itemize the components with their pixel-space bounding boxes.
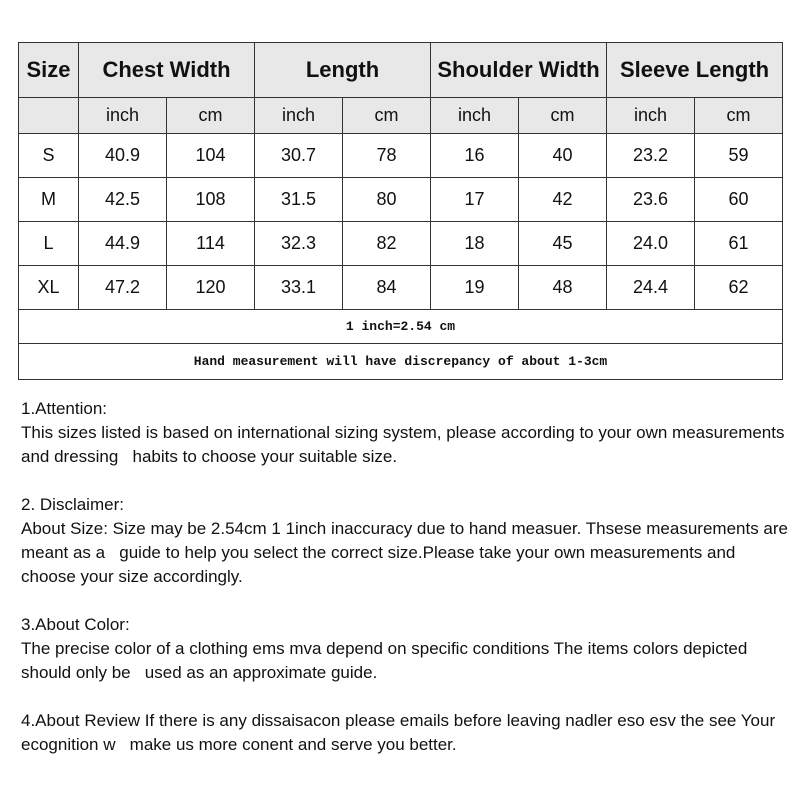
value-cell: 104 <box>166 133 255 178</box>
unit-label: inch <box>254 97 343 134</box>
value-cell: 31.5 <box>254 177 343 222</box>
header-chest-width: Chest Width <box>78 42 255 98</box>
unit-label: cm <box>694 97 784 134</box>
table-row: M 42.5 108 31.5 80 17 42 23.6 60 <box>18 177 784 222</box>
value-cell: 59 <box>694 133 784 178</box>
size-cell: XL <box>18 265 79 310</box>
unit-label: cm <box>518 97 608 134</box>
value-cell: 45 <box>518 221 608 266</box>
value-cell: 108 <box>166 177 255 222</box>
value-cell: 48 <box>518 265 608 310</box>
header-shoulder-width: Shoulder Width <box>430 42 608 98</box>
value-cell: 19 <box>430 265 520 310</box>
unit-label: inch <box>606 97 696 134</box>
value-cell: 42.5 <box>78 177 167 222</box>
value-cell: 47.2 <box>78 265 167 310</box>
note-title: 3.About Color: <box>21 615 130 634</box>
value-cell: 42 <box>518 177 608 222</box>
value-cell: 44.9 <box>78 221 167 266</box>
discrepancy-row: Hand measurement will have discrepancy o… <box>17 343 784 380</box>
value-cell: 61 <box>694 221 784 266</box>
header-row: Size Chest Width Length Shoulder Width S… <box>18 42 784 98</box>
note-paragraph: 3.About Color: The precise color of a clo… <box>21 613 791 685</box>
note-body: This sizes listed is based on internatio… <box>21 423 790 466</box>
value-cell: 40.9 <box>78 133 167 178</box>
table-row: XL 47.2 120 33.1 84 19 48 24.4 62 <box>18 265 784 310</box>
size-cell: M <box>18 177 79 222</box>
table-row: L 44.9 114 32.3 82 18 45 24.0 61 <box>18 221 784 266</box>
notes-section: 1.Attention: This sizes listed is based o… <box>21 397 791 781</box>
note-title: 1.Attention: <box>21 399 108 418</box>
header-sleeve-length: Sleeve Length <box>606 42 784 98</box>
value-cell: 120 <box>166 265 255 310</box>
value-cell: 78 <box>341 133 432 178</box>
value-cell: 17 <box>430 177 520 222</box>
value-cell: 33.1 <box>254 265 343 310</box>
conversion-note: 1 inch=2.54 cm <box>17 309 784 344</box>
conversion-row: 1 inch=2.54 cm <box>17 309 784 344</box>
header-length: Length <box>253 42 432 98</box>
note-body: 4.About Review If there is any dissaisac… <box>21 711 780 754</box>
note-body: The precise color of a clothing ems mva … <box>21 639 753 682</box>
value-cell: 40 <box>518 133 608 178</box>
value-cell: 23.2 <box>606 133 696 178</box>
note-paragraph: 4.About Review If there is any dissaisac… <box>21 709 791 757</box>
value-cell: 114 <box>166 221 255 266</box>
discrepancy-note: Hand measurement will have discrepancy o… <box>17 343 784 380</box>
value-cell: 30.7 <box>254 133 343 178</box>
value-cell: 82 <box>341 221 432 266</box>
value-cell: 23.6 <box>606 177 696 222</box>
unit-label: inch <box>430 97 520 134</box>
value-cell: 32.3 <box>254 221 343 266</box>
units-row: inch cm inch cm inch cm inch cm <box>18 97 784 134</box>
size-cell: S <box>18 133 79 178</box>
value-cell: 60 <box>694 177 784 222</box>
value-cell: 16 <box>430 133 520 178</box>
size-chart-table: Size Chest Width Length Shoulder Width S… <box>17 42 784 380</box>
value-cell: 84 <box>341 265 432 310</box>
unit-label: cm <box>166 97 255 134</box>
value-cell: 18 <box>430 221 520 266</box>
size-cell: L <box>18 221 79 266</box>
note-title: 2. Disclaimer: <box>21 495 124 514</box>
table-row: S 40.9 104 30.7 78 16 40 23.2 59 <box>18 133 784 178</box>
value-cell: 24.0 <box>606 221 696 266</box>
value-cell: 62 <box>694 265 784 310</box>
note-body: About Size: Size may be 2.54cm 1 1inch i… <box>21 519 793 586</box>
header-size: Size <box>18 42 79 98</box>
unit-label: cm <box>341 97 432 134</box>
unit-label: inch <box>78 97 167 134</box>
value-cell: 80 <box>341 177 432 222</box>
note-paragraph: 1.Attention: This sizes listed is based o… <box>21 397 791 469</box>
units-blank <box>18 97 79 134</box>
value-cell: 24.4 <box>606 265 696 310</box>
note-paragraph: 2. Disclaimer: About Size: Size may be 2.… <box>21 493 791 589</box>
